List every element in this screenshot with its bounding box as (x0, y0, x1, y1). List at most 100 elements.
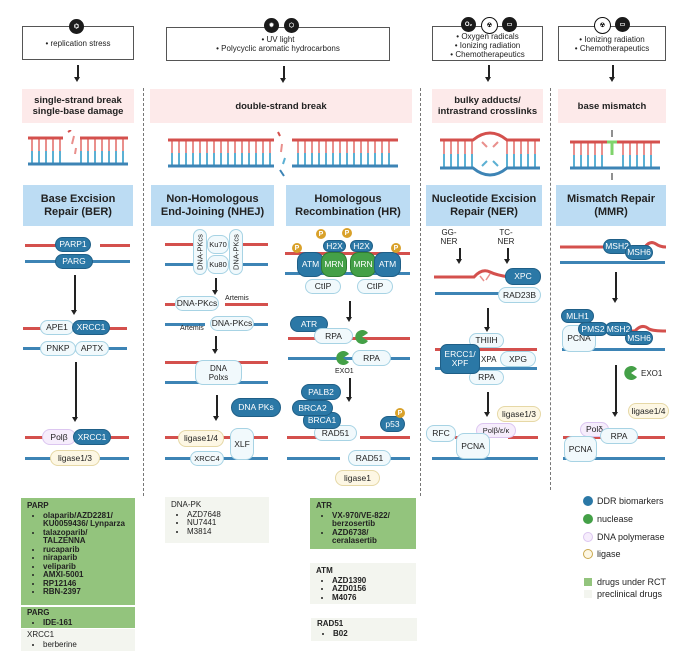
protein-rfc: RFC (426, 425, 456, 442)
protein-xpc: XPC (505, 268, 541, 285)
radiation-icon: ☢ (594, 17, 611, 34)
drug-item: veliparib (43, 562, 129, 572)
drug-box-atr: ATR VX-970/VE-822/ berzosertibAZD6738/ c… (310, 498, 416, 549)
drug-item: VX-970/VE-822/ berzosertib (332, 511, 410, 529)
arrow (504, 248, 510, 264)
drug-item: IDE-161 (43, 618, 129, 628)
arrow (212, 336, 218, 354)
protein-brca2: BRCA2 (292, 400, 333, 416)
cause-item: Oxygen radicals (456, 32, 518, 41)
cause-box-dsb: UV light Polycyclic aromatic hydrocarbon… (166, 27, 390, 61)
phosphorylation-marker: P (342, 228, 352, 238)
cause-item: Ionizing radiation (579, 35, 644, 44)
cause-item: Chemotherapeutics (450, 50, 524, 59)
protein-xrcc1: XRCC1 (72, 320, 110, 335)
protein-mrn: MRN (321, 252, 347, 277)
damage-label: double-strand break (235, 100, 327, 112)
title-line: Repair (BER) (44, 205, 112, 218)
nuclease-icon (624, 366, 637, 380)
arrow (213, 395, 219, 421)
drug-list: AZD7648NU7441M3814 (171, 510, 263, 537)
drug-item: olaparib/AZD2281/ KU0059436/ Lynparza (43, 511, 129, 529)
mmr-strand-top (595, 324, 666, 333)
legend-label: preclinical drugs (597, 589, 663, 599)
bulky-adduct-dna-illustration (440, 131, 540, 177)
protein-artemis: Artemis (225, 295, 249, 302)
drug-list: berberine (27, 640, 129, 650)
single-strand-break-dna-illustration (28, 130, 128, 166)
legend-label: drugs under RCT (597, 577, 667, 587)
title-line: Base Excision (40, 192, 116, 205)
drug-box-atm: ATM AZD1390AZD0156M4076 (310, 563, 416, 604)
drug-item: M4076 (332, 593, 410, 603)
title-line: Mismatch Repair (566, 192, 656, 205)
ligase-1-4: ligase1/4 (178, 430, 224, 447)
tc-ner-label: TC- NER (497, 228, 515, 246)
protein-ku80: Ku80 (207, 255, 229, 274)
title-line: Nucleotide Excision (431, 192, 537, 205)
legend-swatch (584, 578, 592, 586)
legend-drugs-rct: drugs under RCT (583, 577, 666, 587)
protein-dna-pks: DNA PKs (231, 398, 281, 417)
drug-list: AZD1390AZD0156M4076 (316, 576, 410, 603)
protein-msh6: MSH6 (625, 331, 653, 345)
protein-parg: PARG (55, 254, 93, 269)
legend-preclinical-drugs: preclinical drugs (583, 589, 662, 599)
protein-dna-pkcs: DNA-PKcs (210, 316, 254, 331)
arrow (346, 378, 352, 402)
drug-box-parp: PARP olaparib/AZD2281/ KU0059436/ Lynpar… (21, 498, 135, 605)
nuclease-exo1-label: EXO1 (335, 368, 354, 375)
radiation-icon: ☢ (481, 17, 498, 34)
pathway-title-mmr: Mismatch Repair (MMR) (556, 185, 666, 226)
legend-swatch (583, 549, 593, 559)
hydrocarbon-molecule-icon: ⬡ (284, 18, 299, 33)
protein-rad23b: RAD23B (498, 287, 541, 303)
uv-sun-icon: ✹ (264, 18, 279, 33)
protein-rpa: RPA (314, 328, 353, 344)
legend-label: DDR biomarkers (597, 496, 664, 506)
mismatch-dna-illustration (570, 130, 660, 180)
drug-item: RBN-2397 (43, 587, 129, 597)
ligase-1: ligase1 (335, 470, 380, 486)
ligase-1-3: ligase1/3 (50, 450, 100, 466)
drug-target: PARP (27, 501, 49, 510)
nuclease-exo1-label: EXO1 (641, 369, 663, 378)
legend-swatch (583, 496, 593, 506)
arrow (612, 272, 618, 303)
cause-item: Polycyclic aromatic hydrocarbons (216, 44, 340, 53)
protein-palb2: PALB2 (301, 384, 341, 400)
pill-icon: ▭ (615, 17, 630, 32)
drug-item: AZD7648 (187, 510, 263, 520)
protein-pms2: PMS2 (578, 322, 608, 336)
legend-dna-polymerase: DNA polymerase (583, 532, 665, 542)
drug-item: berberine (43, 640, 129, 650)
damage-mismatch: base mismatch (558, 89, 666, 123)
oxygen-radical-icon: O₂ (461, 17, 476, 32)
double-strand-break-dna-illustration (168, 131, 398, 177)
drug-target: XRCC1 (27, 630, 55, 639)
drug-target: ATR (316, 501, 332, 510)
drug-item: AZD1390 (332, 576, 410, 586)
legend-label: DNA polymerase (597, 532, 665, 542)
cause-box-mmr: Ionizing radiation Chemotherapeutics (558, 26, 666, 61)
title-line: End-Joining (NHEJ) (160, 205, 265, 218)
arrow (74, 65, 80, 82)
legend-ddr-biomarkers: DDR biomarkers (583, 496, 664, 506)
title-line: Non-Homologous (166, 192, 259, 205)
protein-ercc1-xpf: ERCC1/ XPF (440, 344, 480, 374)
cause-item: Ionizing radiation (455, 41, 520, 50)
protein-parp1: PARP1 (55, 237, 91, 252)
drug-list: olaparib/AZD2281/ KU0059436/ Lynparzatal… (27, 511, 129, 597)
phosphorylation-marker: P (395, 408, 405, 418)
protein-rpa: RPA (600, 428, 638, 444)
nuclease-icon (355, 330, 368, 344)
drug-item: niraparib (43, 553, 129, 563)
protein-atm: ATM (374, 252, 401, 277)
drug-target: RAD51 (317, 619, 344, 628)
pathway-title-ber: Base Excision Repair (BER) (23, 185, 133, 226)
arrow (485, 65, 491, 82)
protein-ctip: CtIP (357, 279, 393, 294)
protein-atm: ATM (297, 252, 324, 277)
gg-ner-label: GG- NER (440, 228, 458, 246)
damage-label: intrastrand crosslinks (437, 106, 538, 117)
